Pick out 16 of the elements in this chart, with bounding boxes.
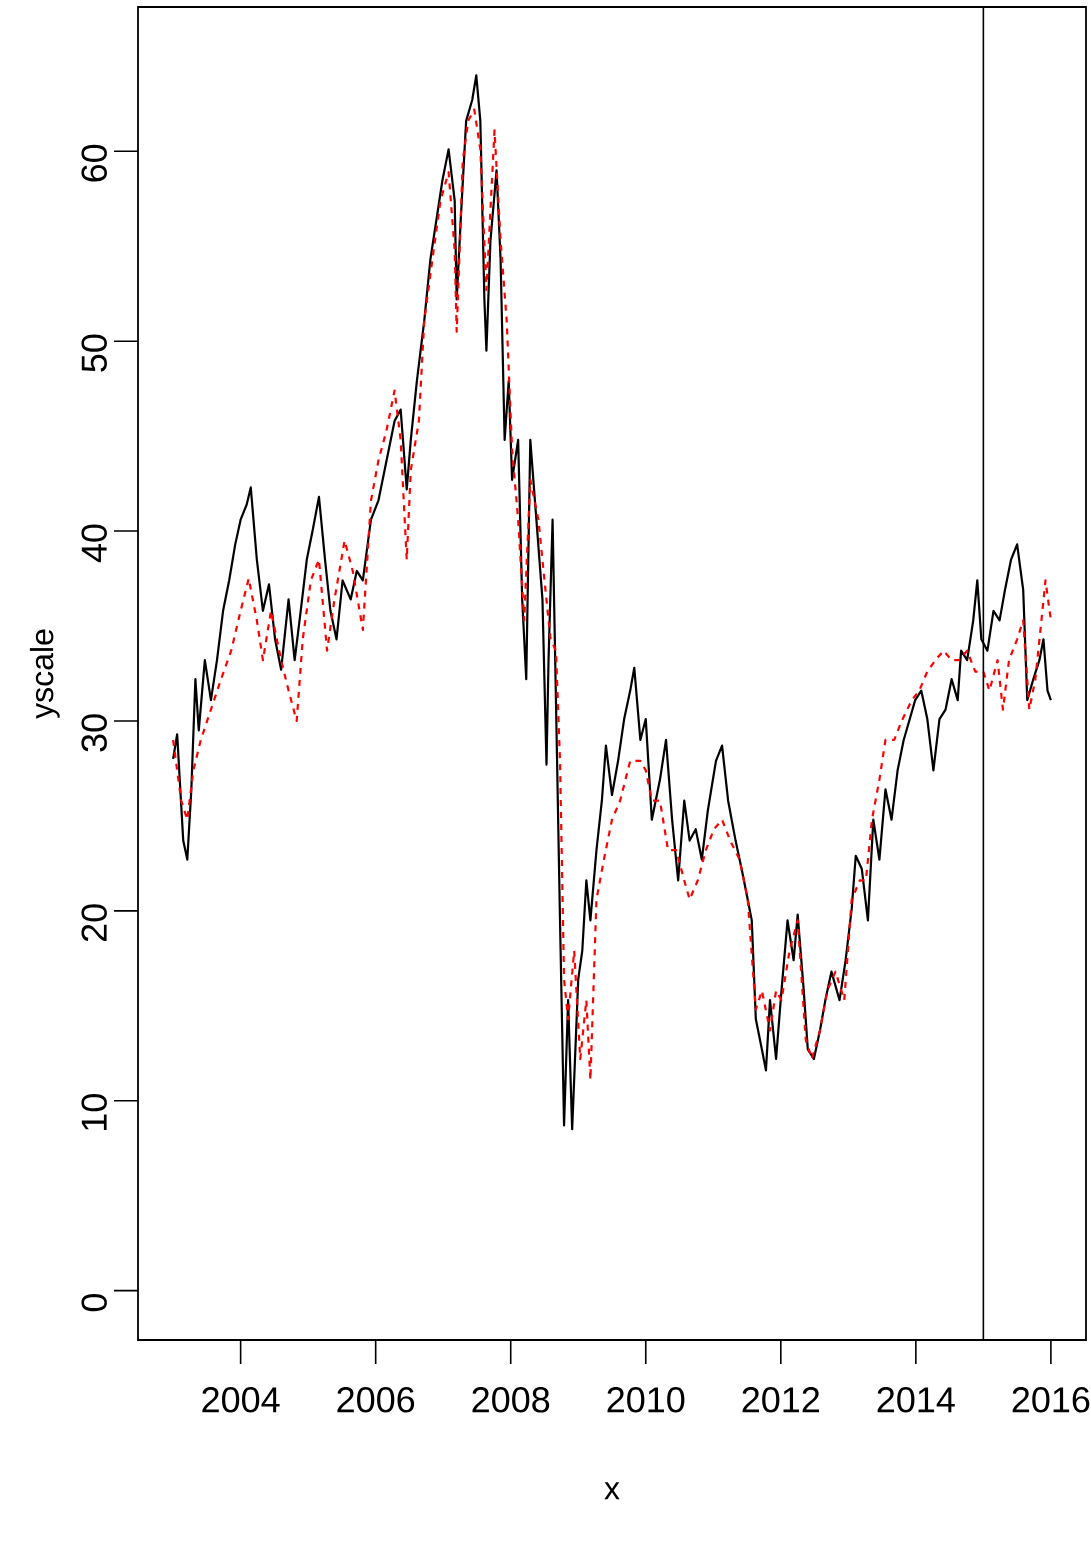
x-tick-label: 2014 xyxy=(877,1387,955,1413)
y-tick-label: 50 xyxy=(81,334,107,372)
y-tick-label: 20 xyxy=(81,904,107,942)
x-axis-title: x xyxy=(604,1482,620,1500)
y-tick-label: 60 xyxy=(81,144,107,182)
y-tick-label: 30 xyxy=(81,714,107,752)
x-tick-label: 2008 xyxy=(472,1387,550,1413)
y-tick-label: 10 xyxy=(81,1094,107,1131)
x-tick-label: 2010 xyxy=(607,1387,685,1413)
y-axis-title: yscale xyxy=(29,629,60,719)
x-tick-label: 2006 xyxy=(337,1387,415,1413)
x-tick-label: 2004 xyxy=(202,1387,280,1413)
x-tick-label: 2012 xyxy=(742,1387,820,1413)
y-tick-label: 40 xyxy=(81,524,107,563)
x-tick-label: 2016 xyxy=(1012,1387,1090,1413)
y-tick-label: 0 xyxy=(81,1294,107,1312)
